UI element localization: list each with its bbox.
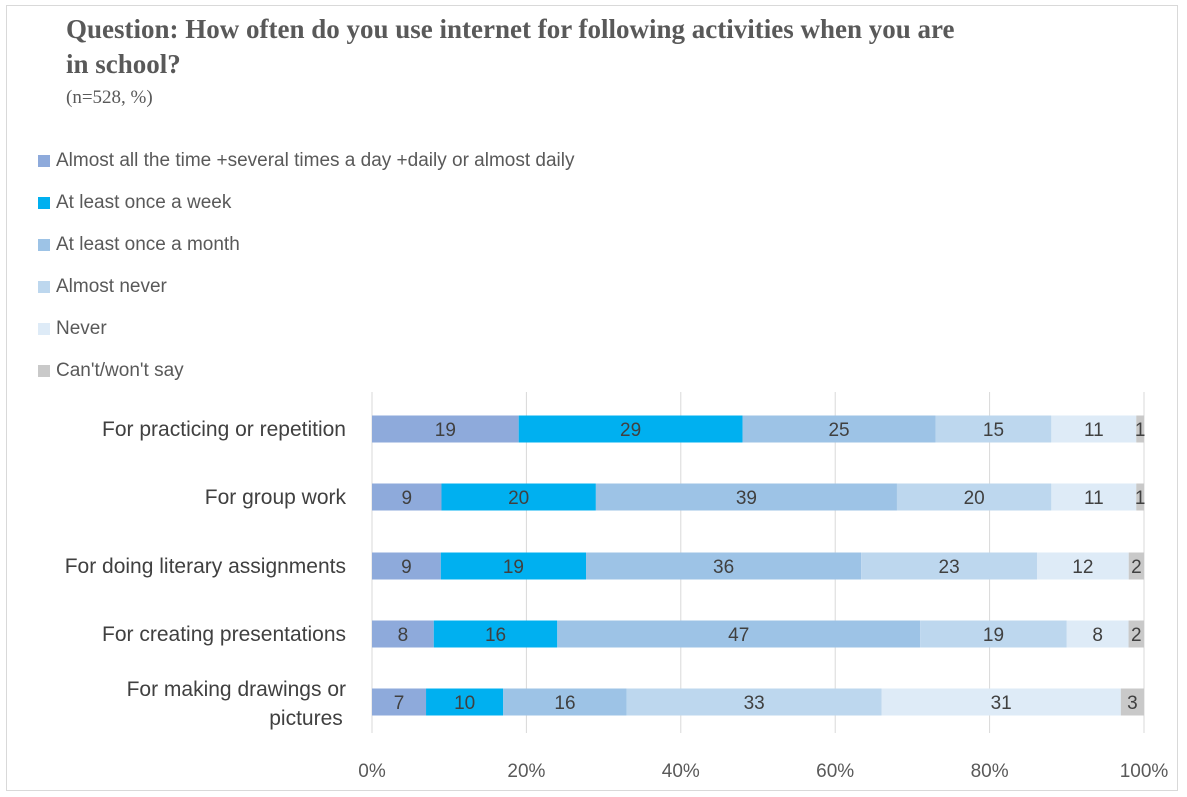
bar-segment [426, 688, 504, 716]
bar-segment [433, 620, 558, 648]
data-label: 36 [713, 557, 734, 578]
data-label: 15 [983, 420, 1004, 441]
legend-label: At least once a month [56, 234, 240, 255]
legend-label: Almost never [56, 276, 167, 297]
legend-label: At least once a week [56, 192, 232, 213]
bar-segment [1128, 620, 1144, 648]
x-tick-label: 20% [507, 761, 545, 782]
data-label: 20 [964, 488, 985, 509]
data-label: 16 [485, 625, 506, 646]
bar-segment [1066, 620, 1129, 648]
bar-segment [372, 415, 519, 443]
legend-item: Can't/won't say [38, 350, 575, 392]
legend-item: At least once a month [38, 224, 575, 266]
legend-item: Never [38, 308, 575, 350]
legend: Almost all the time +several times a day… [38, 140, 575, 392]
legend-item: Almost all the time +several times a day… [38, 140, 575, 182]
bar-segment [742, 415, 936, 443]
data-label: 31 [991, 693, 1012, 714]
data-label: 19 [503, 557, 524, 578]
legend-swatch [38, 323, 50, 335]
data-label: 2 [1131, 557, 1142, 578]
legend-item: Almost never [38, 266, 575, 308]
legend-swatch [38, 239, 50, 251]
data-label: 29 [620, 420, 641, 441]
bar-segment [372, 483, 442, 511]
x-tick-label: 100% [1120, 761, 1169, 782]
category-label: For making drawings or pictures [127, 678, 346, 730]
bar-segment [503, 688, 627, 716]
bar-segment [1051, 415, 1137, 443]
bar-segment [441, 483, 596, 511]
bar-segment [557, 620, 921, 648]
bar-segment [1120, 688, 1144, 716]
bar-segment [372, 620, 434, 648]
data-label: 39 [736, 488, 757, 509]
data-label: 19 [435, 420, 456, 441]
bar-segment [935, 415, 1052, 443]
data-label: 3 [1127, 693, 1138, 714]
x-tick-label: 80% [971, 761, 1009, 782]
data-label: 9 [401, 488, 412, 509]
bar-segment [372, 688, 427, 716]
x-tick-label: 0% [358, 761, 386, 782]
data-label: 9 [401, 557, 412, 578]
chart-title: Question: How often do you use internet … [66, 14, 955, 79]
bar-segment [372, 552, 441, 580]
data-label: 25 [828, 420, 849, 441]
bar-segment [1136, 415, 1144, 443]
legend-swatch [38, 281, 50, 293]
x-tick-label: 60% [816, 761, 854, 782]
legend-label: Can't/won't say [56, 360, 184, 381]
data-label: 2 [1131, 625, 1142, 646]
bar-segment [1136, 483, 1144, 511]
data-label: 20 [508, 488, 529, 509]
category-label: For creating presentations [102, 623, 346, 646]
bar-segment [1051, 483, 1137, 511]
bar-segment [881, 688, 1121, 716]
data-label: 33 [744, 693, 765, 714]
data-label: 47 [728, 625, 749, 646]
legend-swatch [38, 197, 50, 209]
bar-segment [1128, 552, 1144, 580]
legend-swatch [38, 155, 50, 167]
data-label: 23 [939, 557, 960, 578]
bar-segment [920, 620, 1067, 648]
data-label: 8 [1092, 625, 1103, 646]
data-label: 1 [1135, 420, 1146, 441]
category-label: For doing literary assignments [65, 555, 346, 578]
category-label: For group work [205, 486, 347, 509]
bar-segment [1036, 552, 1129, 580]
legend-label: Never [56, 318, 107, 339]
category-label: For practicing or repetition [102, 418, 346, 441]
data-label: 12 [1072, 557, 1093, 578]
bar-segment [626, 688, 882, 716]
bar-segment [586, 552, 862, 580]
bar-segment [861, 552, 1037, 580]
bar-segment [518, 415, 743, 443]
bar-segment [595, 483, 897, 511]
data-label: 1 [1135, 488, 1146, 509]
data-label: 16 [554, 693, 575, 714]
data-label: 11 [1084, 488, 1104, 509]
legend-swatch [38, 365, 50, 377]
legend-label: Almost all the time +several times a day… [56, 150, 575, 171]
bar-segment [440, 552, 587, 580]
x-tick-label: 40% [662, 761, 700, 782]
legend-item: At least once a week [38, 182, 575, 224]
data-label: 7 [394, 693, 405, 714]
data-label: 8 [398, 625, 409, 646]
data-label: 10 [454, 693, 475, 714]
chart-frame [6, 5, 1178, 791]
bar-segment [896, 483, 1052, 511]
data-label: 19 [983, 625, 1004, 646]
data-label: 11 [1084, 420, 1104, 441]
chart-subtitle: (n=528, %) [66, 87, 153, 108]
